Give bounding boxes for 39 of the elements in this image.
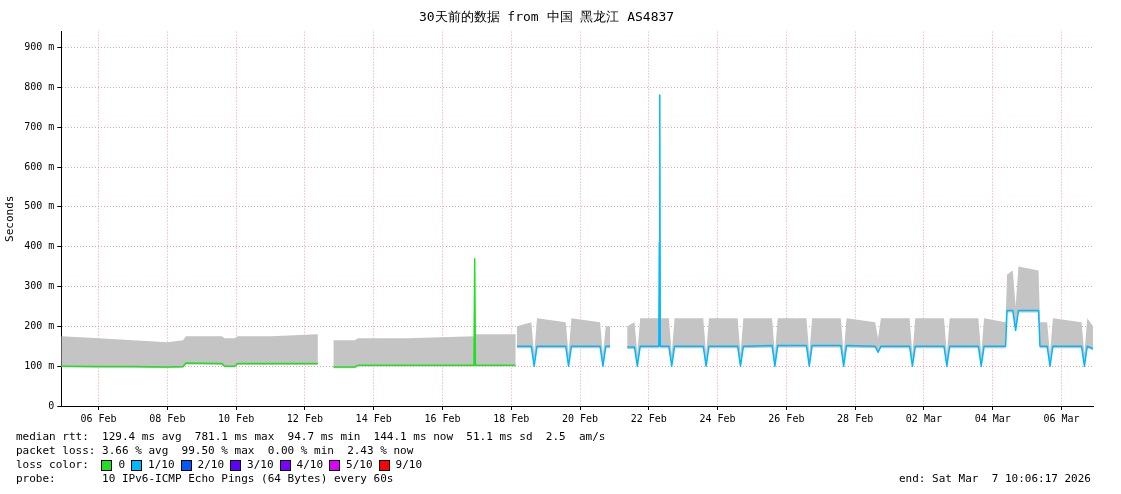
x-tick-label: 04 Mar: [974, 412, 1011, 424]
y-axis-title: Seconds: [3, 195, 17, 242]
x-tick-label: 08 Feb: [149, 412, 186, 424]
y-tick-label: 600 m: [24, 160, 55, 172]
y-tick-label: 700 m: [24, 120, 55, 132]
chart-title: 30天前的数据 from 中国 黑龙江 AS4837: [418, 9, 675, 25]
text: packet loss: 3.66 % avg 99.50 % max 0.00 % min 2.43 % now: [16, 444, 415, 458]
x-tick-label: 18 Feb: [493, 412, 530, 424]
text: end: Sat Mar 7 10:06:17 2026: [898, 472, 1091, 486]
x-tick-label: 02 Mar: [905, 412, 942, 424]
x-tick-label: 22 Feb: [630, 412, 667, 424]
x-tick-label: 24 Feb: [699, 412, 736, 424]
y-tick-label: 300 m: [24, 280, 55, 292]
x-tick-label: 16 Feb: [424, 412, 461, 424]
x-tick-label: 26 Feb: [768, 412, 805, 424]
y-tick-label: 200 m: [24, 319, 55, 331]
y-tick-label: 900 m: [24, 41, 55, 53]
text: probe: 10 IPv6-ICMP Echo Pings (64 Bytes) every 60s: [16, 472, 394, 485]
x-tick-label: 20 Feb: [561, 412, 599, 424]
x-tick-label: 06 Mar: [1043, 412, 1080, 424]
y-tick-label: 800 m: [24, 80, 55, 92]
y-tick-label: 500 m: [24, 200, 55, 212]
legend-label: 5/10: [346, 458, 373, 472]
legend-label: 4/10: [296, 458, 324, 472]
y-tick-label: 0: [48, 399, 55, 411]
legend-label: 0: [118, 458, 126, 472]
legend-title: loss color:: [16, 458, 90, 472]
y-tick-label: 400 m: [24, 240, 55, 252]
x-tick-label: 10 Feb: [218, 412, 255, 424]
x-tick-label: 06 Feb: [80, 412, 117, 424]
legend-label: 9/10: [395, 458, 423, 472]
legend-label: 3/10: [247, 458, 274, 472]
x-tick-label: 28 Feb: [837, 412, 874, 424]
legend-label: 1/10: [148, 458, 175, 472]
text: median rtt: 129.4 ms avg 781.1 ms max 94.7 ms min 144.1 ms now 51.1 ms sd 2.5 am/s: [16, 430, 607, 444]
y-tick-label: 100 m: [24, 359, 55, 371]
x-tick-label: 14 Feb: [355, 412, 392, 424]
x-tick-label: 12 Feb: [286, 412, 323, 424]
legend-label: 2/10: [197, 458, 225, 472]
